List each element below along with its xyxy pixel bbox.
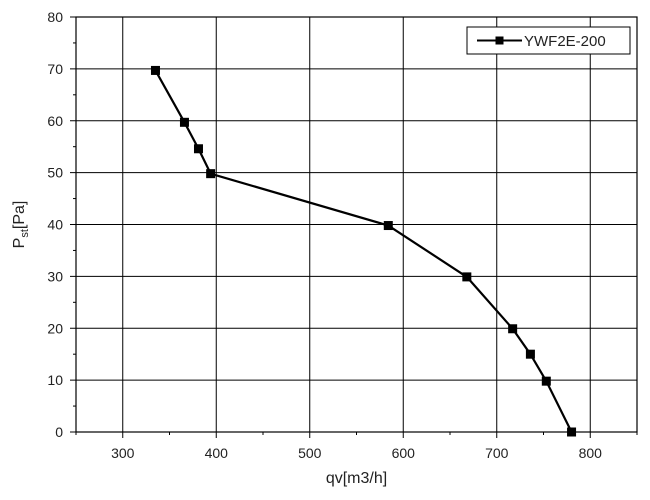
legend: YWF2E-200 bbox=[466, 26, 631, 55]
data-point bbox=[206, 169, 216, 179]
x-tick-label: 500 bbox=[298, 445, 322, 461]
y-axis-label-unit: [Pa] bbox=[11, 201, 28, 229]
plot-frame bbox=[75, 16, 638, 433]
y-tick-label: 10 bbox=[47, 372, 63, 388]
legend-label: YWF2E-200 bbox=[524, 33, 606, 50]
x-axis-label: qv[m3/h] bbox=[326, 470, 387, 487]
tick-labels: 300 400 500 600 700 800 0 10 20 30 40 50 60 70 80 bbox=[47, 9, 602, 461]
y-tick-label: 30 bbox=[47, 268, 63, 284]
data-point bbox=[383, 221, 393, 231]
legend-marker-swatch bbox=[495, 36, 504, 45]
y-tick-label: 50 bbox=[47, 165, 63, 181]
x-tick-label: 300 bbox=[111, 445, 135, 461]
y-tick-label: 20 bbox=[47, 320, 63, 336]
x-tick-label: 800 bbox=[579, 445, 603, 461]
data-point bbox=[150, 65, 160, 75]
data-point bbox=[525, 349, 535, 359]
data-point bbox=[508, 324, 518, 334]
x-tick-label: 700 bbox=[485, 445, 509, 461]
y-tick-label: 0 bbox=[55, 424, 63, 440]
axis-ticks bbox=[70, 16, 638, 438]
y-axis-label: Pst[Pa] bbox=[11, 201, 31, 249]
svg-text:Pst[Pa]: Pst[Pa] bbox=[11, 201, 31, 249]
data-point bbox=[179, 117, 189, 127]
x-tick-label: 600 bbox=[392, 445, 416, 461]
series-line bbox=[154, 69, 573, 433]
y-tick-label: 80 bbox=[47, 9, 63, 25]
y-tick-label: 40 bbox=[47, 217, 63, 233]
data-point bbox=[541, 376, 551, 386]
y-axis-label-main: P bbox=[11, 238, 28, 249]
data-point bbox=[193, 144, 203, 154]
series-group bbox=[150, 65, 577, 437]
y-axis-label-sub: st bbox=[19, 229, 31, 238]
data-point bbox=[462, 272, 472, 282]
y-tick-label: 70 bbox=[47, 61, 63, 77]
y-tick-label: 60 bbox=[47, 113, 63, 129]
grid-lines bbox=[76, 17, 637, 432]
x-tick-label: 400 bbox=[205, 445, 229, 461]
